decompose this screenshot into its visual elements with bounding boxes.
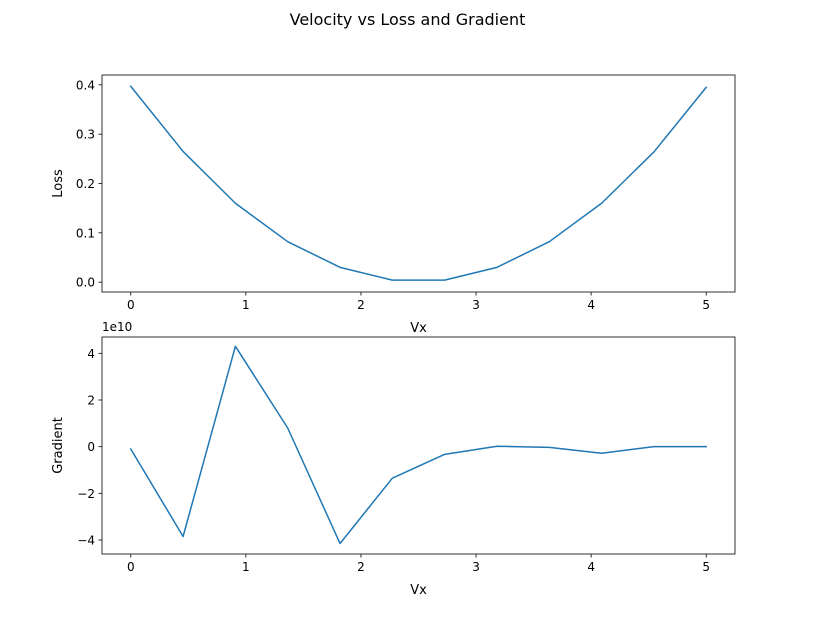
loss-chart: 0 1 2 3 4 5 0.0 0.1 0.2 0.3 0.4 Vx Loss xyxy=(51,74,736,336)
gradient-axes-frame xyxy=(101,336,736,555)
loss-y-tick-label: 0.0 xyxy=(76,276,95,290)
loss-x-tick-label: 4 xyxy=(587,298,595,312)
loss-x-tick-label: 2 xyxy=(357,298,365,312)
loss-y-axis-label: Loss xyxy=(51,169,66,198)
loss-y-tick-label: 0.4 xyxy=(76,78,95,92)
gradient-x-tick-label: 2 xyxy=(357,560,365,574)
loss-x-tick-label: 0 xyxy=(127,298,135,312)
gradient-y-tick-label: 0 xyxy=(87,440,95,454)
gradient-y-tick-label: 4 xyxy=(87,347,95,361)
gradient-x-tick-label: 1 xyxy=(242,560,250,574)
loss-series-line xyxy=(129,85,708,281)
loss-x-tick-label: 3 xyxy=(472,298,480,312)
loss-x-axis-label: Vx xyxy=(410,321,427,336)
gradient-y-tick-label: 2 xyxy=(87,394,95,408)
loss-x-tick-label: 5 xyxy=(702,298,710,312)
gradient-y-tick-label: −2 xyxy=(77,487,95,501)
gradient-x-tick-label: 5 xyxy=(702,560,710,574)
loss-y-tick-label: 0.3 xyxy=(76,128,95,142)
loss-y-tick-label: 0.1 xyxy=(76,226,95,240)
loss-y-tick-label: 0.2 xyxy=(76,177,95,191)
gradient-x-tick-label: 4 xyxy=(587,560,595,574)
loss-axes-frame xyxy=(101,74,736,293)
loss-x-tick-label: 1 xyxy=(242,298,250,312)
figure-title: Velocity vs Loss and Gradient xyxy=(290,10,526,29)
gradient-chart: 0 1 2 3 4 5 −4 −2 0 2 4 Vx Gradient 1e10 xyxy=(51,320,736,598)
gradient-y-tick-label: −4 xyxy=(77,534,95,548)
gradient-y-axis-label: Gradient xyxy=(51,417,66,474)
gradient-series-line xyxy=(129,345,707,545)
gradient-x-tick-label: 0 xyxy=(127,560,135,574)
gradient-x-tick-label: 3 xyxy=(472,560,480,574)
gradient-x-axis-label: Vx xyxy=(410,583,427,598)
gradient-scale-offset-label: 1e10 xyxy=(102,320,132,334)
